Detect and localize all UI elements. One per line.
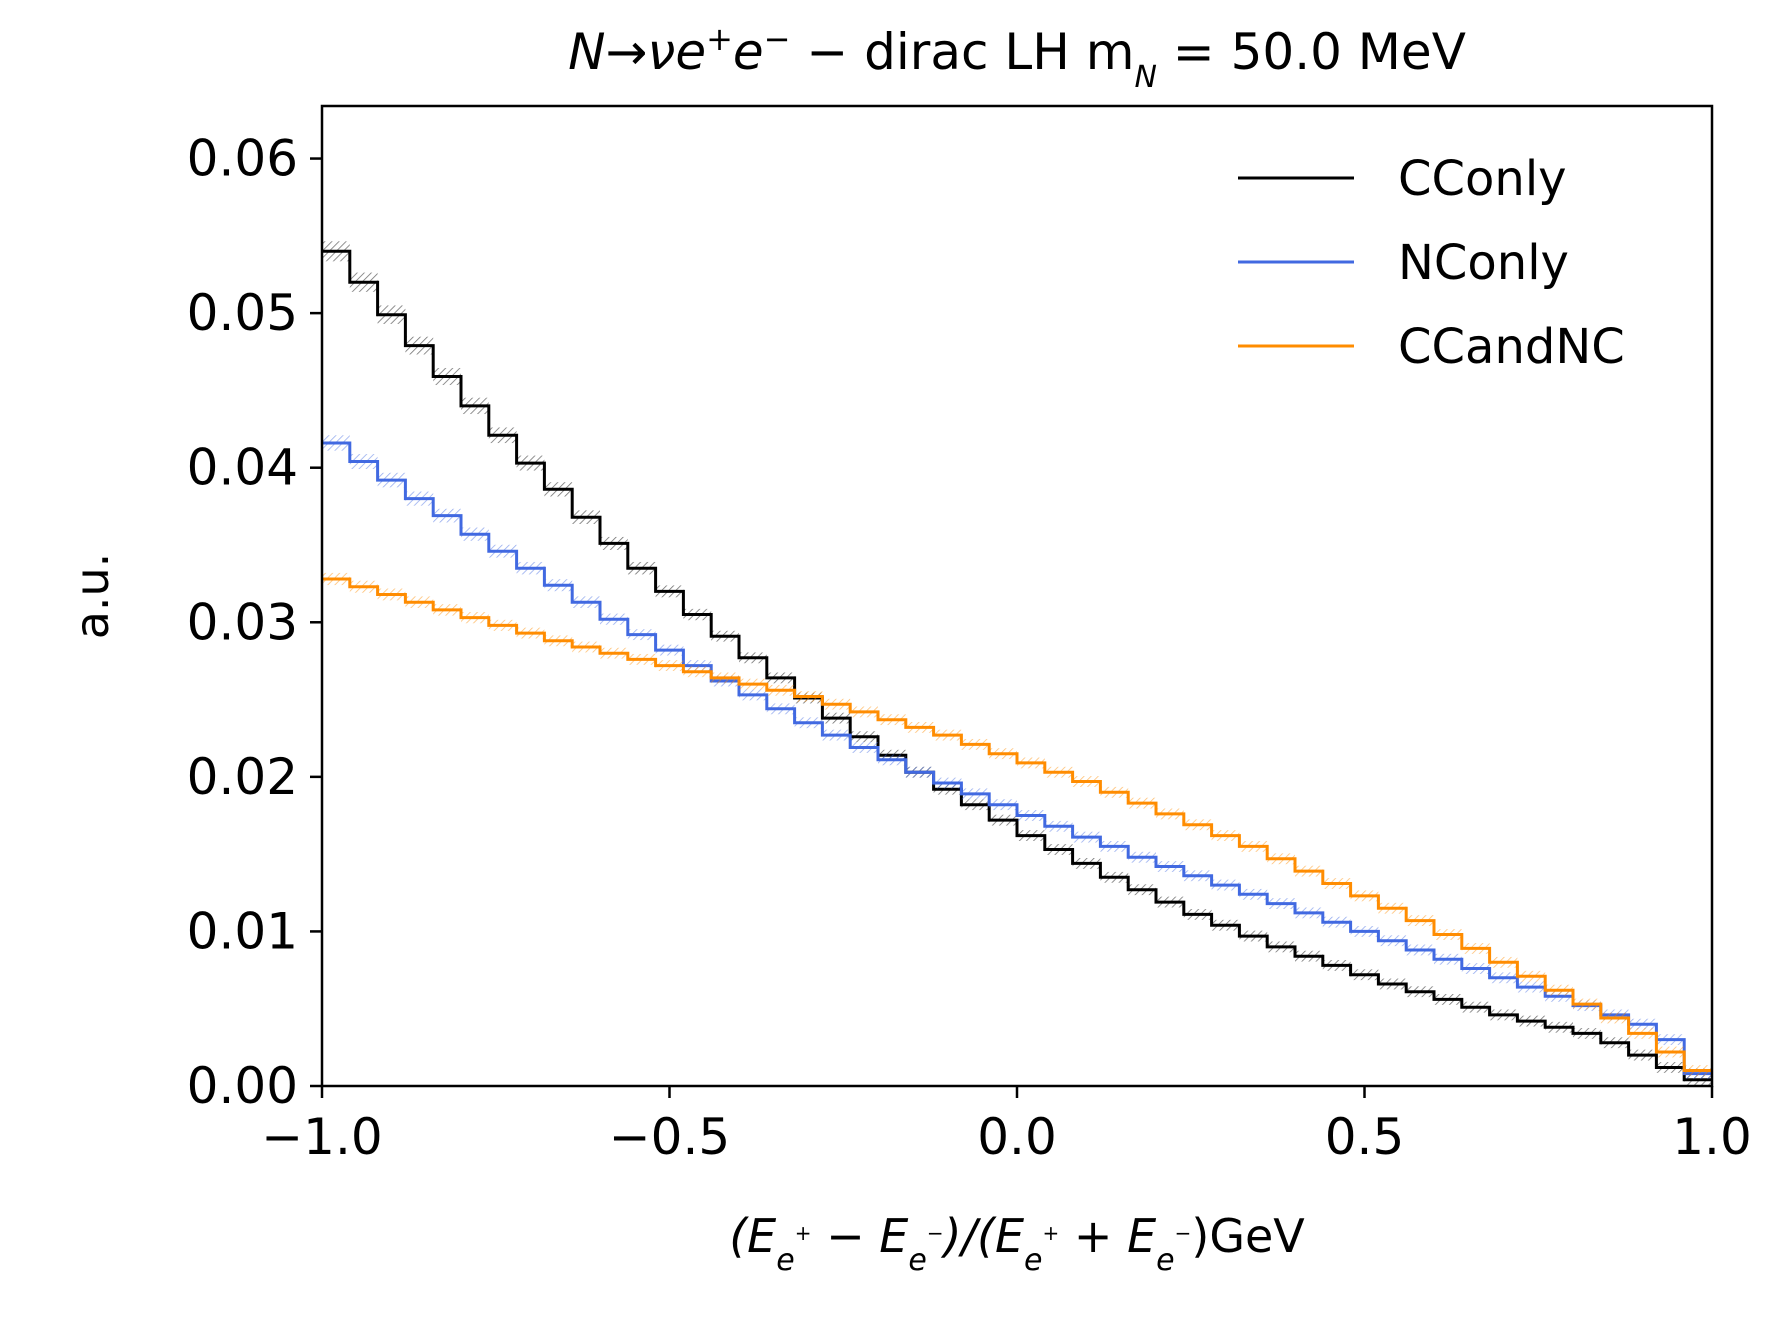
series-CCandNC xyxy=(322,572,1712,1076)
legend-label: CConly xyxy=(1398,151,1567,207)
series-layer xyxy=(322,241,1712,1086)
y-tick-label: 0.03 xyxy=(187,593,298,651)
chart-title: N→νe+e− − dirac LH mN = 50.0 MeV xyxy=(568,20,1466,95)
y-tick-label: 0.01 xyxy=(187,902,298,960)
x-axis: −1.0 −0.5 0.0 0.5 1.0 xyxy=(261,1086,1752,1166)
legend: CConly NConly CCandNC xyxy=(1238,151,1625,375)
y-tick-label: 0.05 xyxy=(187,284,298,342)
y-axis: 0.00 0.01 0.02 0.03 0.04 0.05 0.06 xyxy=(187,130,322,1115)
plot-frame xyxy=(320,104,1714,1088)
x-tick-label: 0.0 xyxy=(977,1108,1057,1166)
step-line-CConly xyxy=(322,249,1712,1082)
legend-label: NConly xyxy=(1398,235,1569,291)
x-tick-label: −1.0 xyxy=(261,1108,382,1166)
y-tick-label: 0.02 xyxy=(187,748,298,806)
step-line-CCandNC xyxy=(322,577,1712,1072)
y-tick-label: 0.04 xyxy=(187,439,298,497)
x-tick-label: −0.5 xyxy=(609,1108,730,1166)
legend-label: CCandNC xyxy=(1398,319,1625,375)
y-tick-label: 0.06 xyxy=(187,130,298,188)
x-axis-label: (Ee+ − Ee−)/(Ee+ + Ee−)GeV xyxy=(729,1209,1305,1278)
x-tick-label: 1.0 xyxy=(1672,1108,1752,1166)
step-line-NConly xyxy=(322,441,1712,1076)
x-tick-label: 0.5 xyxy=(1325,1108,1405,1166)
y-axis-label: a.u. xyxy=(65,553,119,640)
y-tick-label: 0.00 xyxy=(187,1057,298,1115)
